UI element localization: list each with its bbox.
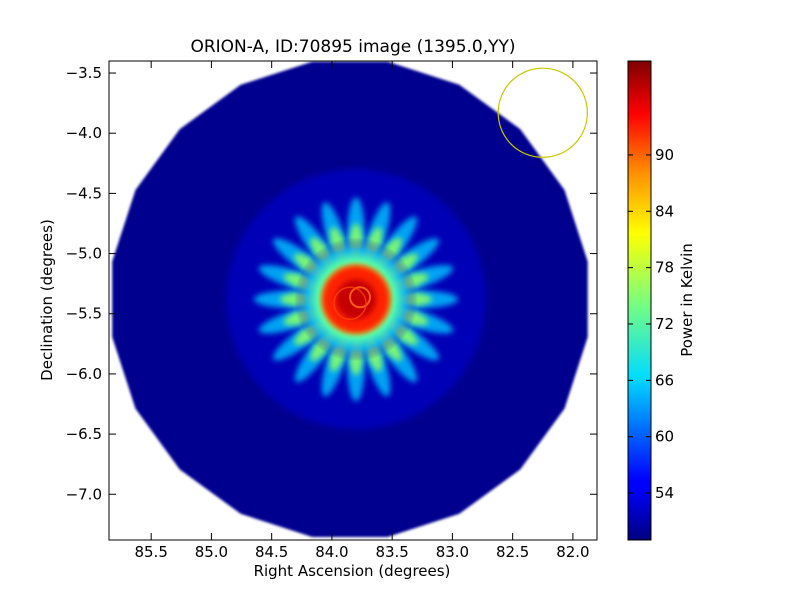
x-axis-label: Right Ascension (degrees) xyxy=(254,562,451,580)
source-ring xyxy=(349,286,372,309)
colorbar: 54 60 66 72 78 84 90 Power in Kelvin xyxy=(627,60,696,541)
y-tick-label: −7.0 xyxy=(66,485,102,503)
bright-source xyxy=(226,169,487,430)
x-tick-label: 84.0 xyxy=(315,543,348,561)
y-tick-label: −3.5 xyxy=(66,64,102,82)
beam-circle xyxy=(497,67,588,158)
chart-title: ORION-A, ID:70895 image (1395.0,YY) xyxy=(190,37,515,57)
colorbar-tick-label: 60 xyxy=(655,428,674,446)
x-tick-label: 84.5 xyxy=(255,543,288,561)
colorbar-ticks: 54 60 66 72 78 84 90 xyxy=(628,146,674,502)
x-tick-label: 82.5 xyxy=(496,543,529,561)
colorbar-tick-label: 84 xyxy=(655,202,674,220)
colorbar-tick-label: 66 xyxy=(655,371,674,389)
colorbar-tick-label: 54 xyxy=(655,484,674,502)
source-ring xyxy=(333,286,367,321)
plot-frame xyxy=(108,60,598,541)
x-tick-label: 83.0 xyxy=(436,543,469,561)
y-axis-label: Declination (degrees) xyxy=(38,219,56,381)
x-tick-label: 85.0 xyxy=(195,543,228,561)
colorbar-label: Power in Kelvin xyxy=(678,243,696,357)
y-tick-label: −6.0 xyxy=(66,365,102,383)
colorbar-gradient xyxy=(627,60,652,541)
x-tick-label: 83.5 xyxy=(375,543,408,561)
colorbar-tick-label: 72 xyxy=(655,315,674,333)
y-tick-label: −6.5 xyxy=(66,425,102,443)
plot-area xyxy=(109,61,597,540)
y-tick-label: −5.5 xyxy=(66,305,102,323)
x-tick-label: 85.5 xyxy=(134,543,167,561)
x-axis: 85.5 85.0 84.5 84.0 83.5 83.0 82.5 82.0 xyxy=(134,61,590,561)
y-tick-label: −5.0 xyxy=(66,245,102,263)
y-tick-label: −4.5 xyxy=(66,184,102,202)
colorbar-tick-label: 90 xyxy=(655,146,674,164)
colorbar-tick-label: 78 xyxy=(655,259,674,277)
y-axis: −3.5 −4.0 −4.5 −5.0 −5.5 −6.0 −6.5 −7.0 xyxy=(66,64,597,503)
y-tick-label: −4.0 xyxy=(66,124,102,142)
x-tick-label: 82.0 xyxy=(556,543,589,561)
